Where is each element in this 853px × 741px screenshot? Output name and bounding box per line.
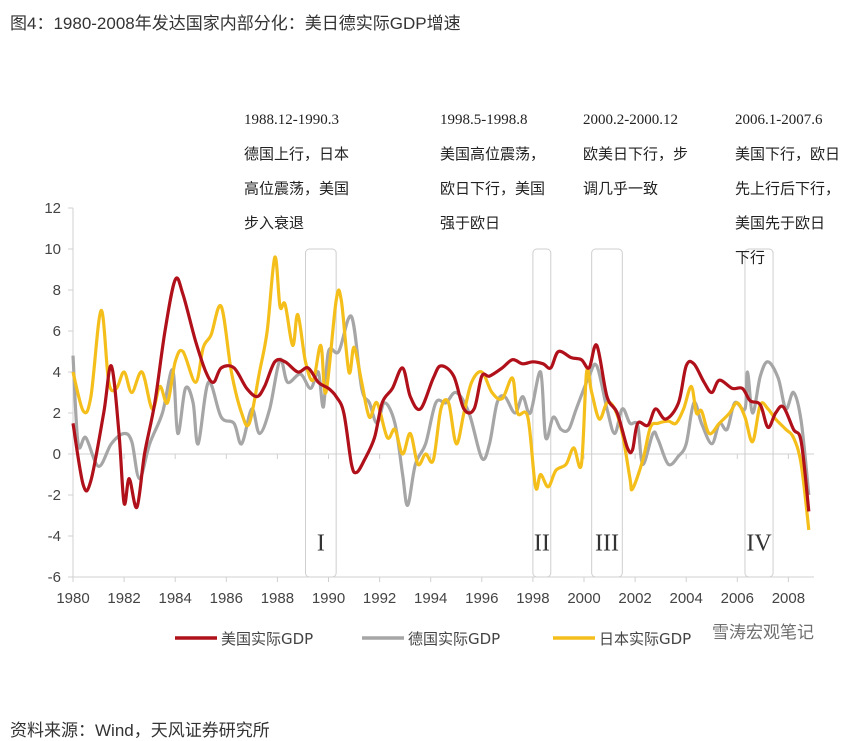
y-tick-label: 8 xyxy=(53,282,61,299)
period-annotation-line: 德国上行，日本 xyxy=(244,145,349,163)
y-tick-label: 6 xyxy=(53,323,61,340)
x-tick-label: 1982 xyxy=(107,590,140,607)
period-annotation-line: 调几乎一致 xyxy=(583,180,658,198)
x-tick-label: 2002 xyxy=(618,590,651,607)
legend-label: 美国实际GDP xyxy=(221,630,313,648)
x-tick-label: 1980 xyxy=(56,590,89,607)
x-tick-label: 2008 xyxy=(772,590,805,607)
period-label-III: III xyxy=(595,530,619,556)
y-tick-label: -4 xyxy=(48,528,61,545)
period-dates: 1988.12-1990.3 xyxy=(244,112,339,128)
x-tick-label: 1992 xyxy=(363,590,396,607)
period-annotation-line: 美国高位震荡， xyxy=(440,145,545,163)
series-line-japan xyxy=(71,255,811,531)
period-annotation-line: 强于欧日 xyxy=(440,214,500,232)
x-tick-label: 1990 xyxy=(312,590,345,607)
figure-title: 图4：1980-2008年发达国家内部分化：美日德实际GDP增速 xyxy=(10,14,461,33)
y-tick-label: -6 xyxy=(48,569,61,586)
period-box-I xyxy=(305,248,337,578)
source-note: 资料来源：Wind，天风证券研究所 xyxy=(10,721,270,740)
y-tick-label: 12 xyxy=(44,200,61,217)
period-label-II: II xyxy=(534,530,550,556)
period-annotation-line: 欧美日下行，步 xyxy=(583,145,688,163)
y-tick-label: 2 xyxy=(53,405,61,422)
period-annotation-line: 步入衰退 xyxy=(244,214,304,232)
period-dates: 1998.5-1998.8 xyxy=(440,112,528,128)
series-line-us xyxy=(71,276,811,512)
x-tick-label: 1994 xyxy=(414,590,447,607)
y-tick-label: 4 xyxy=(53,364,61,381)
legend-label: 德国实际GDP xyxy=(408,630,500,648)
period-box-III xyxy=(591,248,623,578)
x-tick-label: 1986 xyxy=(210,590,243,607)
period-label-I: I xyxy=(317,530,325,556)
y-tick-label: -2 xyxy=(48,487,61,504)
watermark: 雪涛宏观笔记 xyxy=(712,623,814,643)
period-annotation-line: 欧日下行，美国 xyxy=(440,180,545,198)
period-annotation-line: 下行 xyxy=(735,249,765,267)
period-annotation-line: 美国先于欧日 xyxy=(735,214,825,232)
x-tick-label: 1996 xyxy=(465,590,498,607)
period-box-II xyxy=(532,248,552,578)
x-tick-label: 1998 xyxy=(516,590,549,607)
period-dates: 2000.2-2000.12 xyxy=(583,112,678,128)
x-tick-label: 2000 xyxy=(567,590,600,607)
period-label-IV: IV xyxy=(746,530,772,556)
y-tick-label: 10 xyxy=(44,241,61,258)
period-annotation-line: 先上行后下行， xyxy=(735,180,840,198)
legend-label: 日本实际GDP xyxy=(599,630,691,648)
x-tick-label: 1988 xyxy=(261,590,294,607)
x-tick-label: 1984 xyxy=(159,590,192,607)
period-dates: 2006.1-2007.6 xyxy=(735,112,823,128)
period-annotation-line: 高位震荡，美国 xyxy=(244,180,349,198)
x-tick-label: 2004 xyxy=(670,590,703,607)
x-tick-label: 2006 xyxy=(721,590,754,607)
y-tick-label: 0 xyxy=(53,446,61,463)
period-annotation-line: 美国下行，欧日 xyxy=(735,145,840,163)
